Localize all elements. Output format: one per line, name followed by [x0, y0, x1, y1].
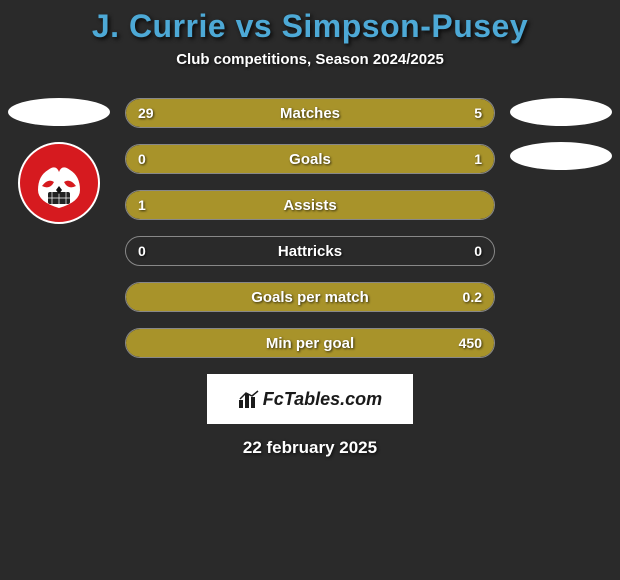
stat-row: 1Assists	[125, 190, 495, 220]
stat-label: Goals per match	[126, 283, 494, 311]
source-logo: FcTables.com	[207, 374, 413, 424]
main-area: 295Matches 01Goals 1Assists 00Hattricks 0.2G…	[0, 98, 620, 458]
page-subtitle: Club competitions, Season 2024/2025	[0, 51, 620, 68]
club-crest-left	[18, 142, 100, 224]
date-label: 22 february 2025	[0, 438, 620, 458]
player-right-ellipse-2	[510, 142, 612, 170]
stat-label: Hattricks	[126, 237, 494, 265]
bars-icon	[238, 390, 260, 408]
player-left-ellipse	[8, 98, 110, 126]
stat-row: 00Hattricks	[125, 236, 495, 266]
stats-list: 295Matches 01Goals 1Assists 00Hattricks 0.2G…	[125, 98, 495, 358]
stat-label: Min per goal	[126, 329, 494, 357]
page-title: J. Currie vs Simpson-Pusey	[0, 8, 620, 45]
source-logo-text: FcTables.com	[263, 389, 382, 410]
player-right-badges	[510, 98, 612, 186]
stat-row: 450Min per goal	[125, 328, 495, 358]
player-right-ellipse-1	[510, 98, 612, 126]
stat-label: Matches	[126, 99, 494, 127]
player-left-badges	[8, 98, 110, 224]
stat-row: 0.2Goals per match	[125, 282, 495, 312]
stat-row: 01Goals	[125, 144, 495, 174]
stat-row: 295Matches	[125, 98, 495, 128]
comparison-card: J. Currie vs Simpson-Pusey Club competit…	[0, 0, 620, 458]
stat-label: Goals	[126, 145, 494, 173]
stat-label: Assists	[126, 191, 494, 219]
